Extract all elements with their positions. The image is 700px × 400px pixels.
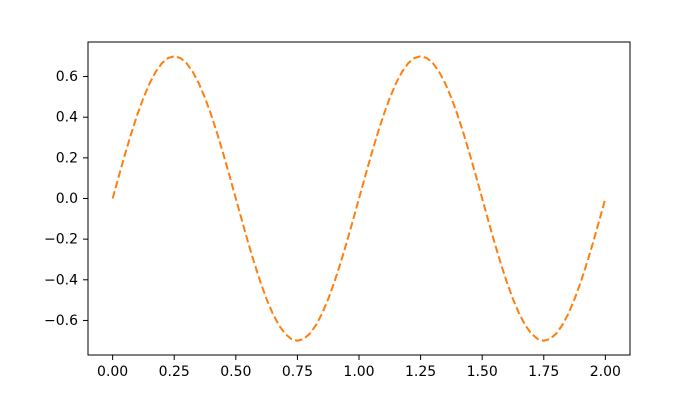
sine-curve [111,55,607,342]
x-tick-label: 2.00 [590,364,621,380]
y-tick-label: 0.6 [56,69,78,85]
y-tick-label: −0.6 [44,313,78,329]
y-tick-label: −0.4 [44,272,78,288]
y-tick-label: 0.2 [56,150,78,166]
x-tick-label: 1.25 [405,364,436,380]
axes-spines [87,41,631,356]
x-tick-label: 0.75 [282,364,313,380]
x-tick-label: 0.00 [97,364,128,380]
y-tick-label: 0.4 [56,110,78,126]
series-group [111,55,607,342]
x-tick-label: 1.00 [343,364,374,380]
x-tick-label: 0.50 [220,364,251,380]
y-axis: −0.6 −0.4 −0.2 0.0 0.2 0.4 0.6 [44,69,88,329]
axes-border [87,41,631,356]
x-tick-label: 1.75 [528,364,559,380]
x-tick-label: 0.25 [159,364,190,380]
y-tick-label: 0.0 [56,191,78,207]
x-tick-label: 1.50 [467,364,498,380]
x-axis: 0.00 0.25 0.50 0.75 1.00 1.25 1.50 1.75 2.00 [97,355,621,380]
y-tick-label: −0.2 [44,232,78,248]
